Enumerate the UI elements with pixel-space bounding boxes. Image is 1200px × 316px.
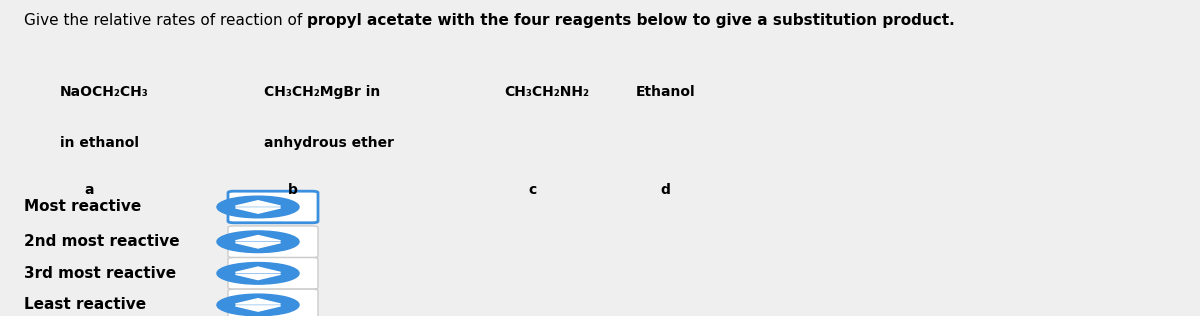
Polygon shape bbox=[235, 274, 281, 280]
Text: a: a bbox=[84, 183, 94, 197]
Polygon shape bbox=[235, 306, 281, 311]
Circle shape bbox=[217, 294, 299, 316]
Text: b: b bbox=[288, 183, 298, 197]
Text: propyl acetate with the four reagents below to give a substitution product.: propyl acetate with the four reagents be… bbox=[307, 13, 955, 27]
Polygon shape bbox=[235, 235, 281, 241]
Text: c: c bbox=[528, 183, 536, 197]
Polygon shape bbox=[235, 267, 281, 272]
Text: 2nd most reactive: 2nd most reactive bbox=[24, 234, 180, 249]
Text: Least reactive: Least reactive bbox=[24, 297, 146, 313]
Polygon shape bbox=[235, 201, 281, 206]
Text: d: d bbox=[660, 183, 670, 197]
Text: Give the relative rates of reaction of: Give the relative rates of reaction of bbox=[24, 13, 307, 27]
Text: CH₃CH₂NH₂: CH₃CH₂NH₂ bbox=[504, 85, 589, 99]
FancyBboxPatch shape bbox=[228, 258, 318, 289]
Polygon shape bbox=[235, 243, 281, 248]
FancyBboxPatch shape bbox=[228, 289, 318, 316]
Polygon shape bbox=[235, 208, 281, 213]
Text: Most reactive: Most reactive bbox=[24, 199, 142, 215]
Text: Ethanol: Ethanol bbox=[636, 85, 696, 99]
Text: 3rd most reactive: 3rd most reactive bbox=[24, 266, 176, 281]
Circle shape bbox=[217, 263, 299, 284]
Text: in ethanol: in ethanol bbox=[60, 136, 139, 150]
FancyBboxPatch shape bbox=[228, 226, 318, 258]
Circle shape bbox=[217, 231, 299, 252]
FancyBboxPatch shape bbox=[228, 191, 318, 223]
Text: anhydrous ether: anhydrous ether bbox=[264, 136, 394, 150]
Circle shape bbox=[217, 196, 299, 218]
Text: NaOCH₂CH₃: NaOCH₂CH₃ bbox=[60, 85, 149, 99]
Polygon shape bbox=[235, 299, 281, 304]
Text: CH₃CH₂MgBr in: CH₃CH₂MgBr in bbox=[264, 85, 380, 99]
